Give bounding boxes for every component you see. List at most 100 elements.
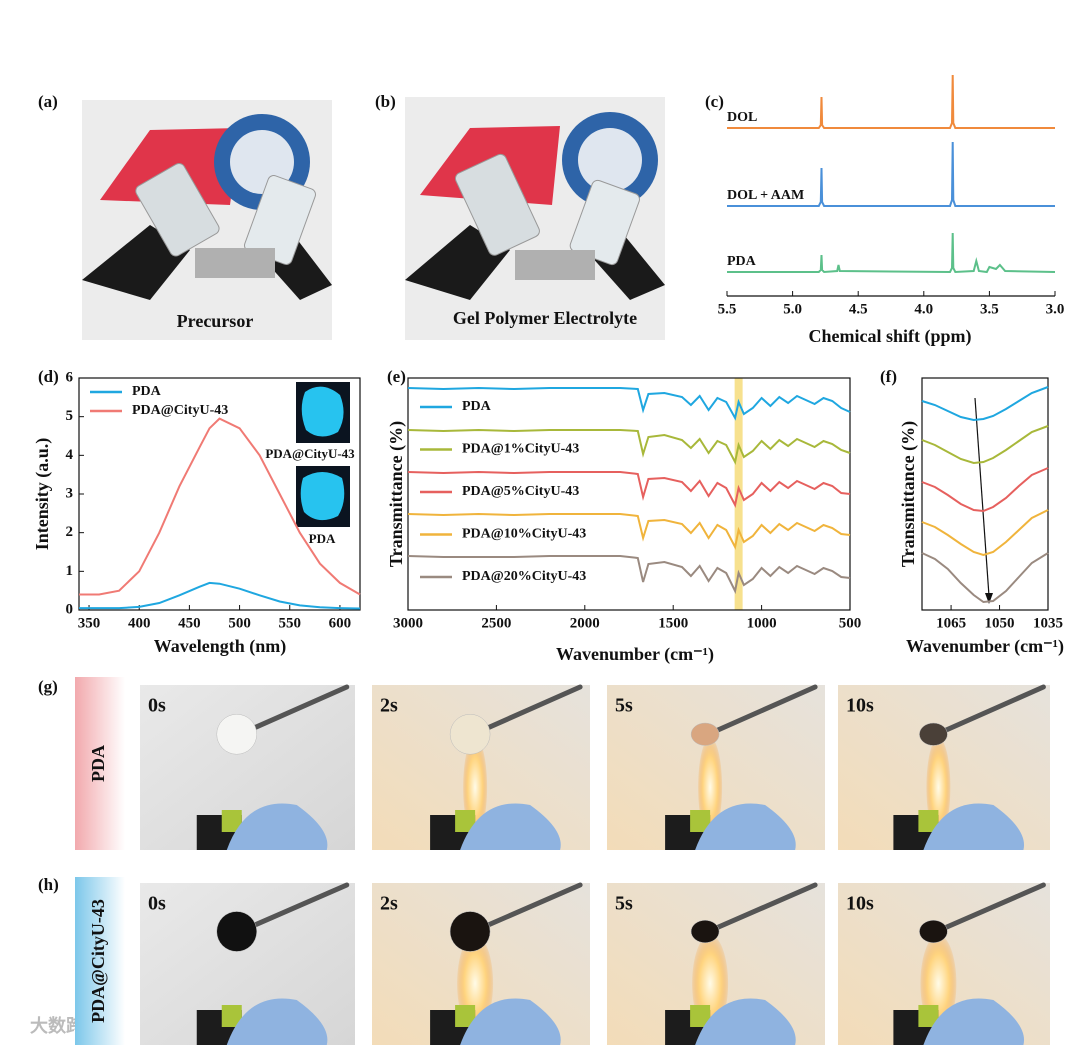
x-tick-label: 500 xyxy=(839,615,862,631)
legend-label: PDA@5%CityU-43 xyxy=(462,484,579,499)
flame-photo: 2s xyxy=(372,684,590,850)
panel-label: (e) xyxy=(387,367,406,386)
y-tick-label: 0 xyxy=(66,601,74,617)
glove xyxy=(695,998,796,1045)
inset-photos xyxy=(296,382,350,527)
glove xyxy=(226,803,328,850)
x-tick-label: 1000 xyxy=(747,615,777,631)
tweezers xyxy=(712,684,818,734)
lighter-top xyxy=(918,810,939,832)
tweezers xyxy=(244,684,350,734)
spectrum-line xyxy=(407,555,851,595)
y-tick-label: 1 xyxy=(66,563,74,579)
flame-photo: 5s xyxy=(607,882,825,1045)
highlight-band xyxy=(734,378,743,610)
y-tick-label: 4 xyxy=(66,447,74,463)
row-label: PDA@CityU-43 xyxy=(88,899,108,1023)
photo-precursor xyxy=(82,100,332,340)
glove xyxy=(923,803,1025,850)
lighter-top xyxy=(690,810,711,832)
y-tick-label: 3 xyxy=(66,485,74,501)
lighter-top xyxy=(221,1005,242,1027)
inset-label: PDA@CityU-43 xyxy=(265,446,355,461)
sample xyxy=(919,722,948,746)
lighter-top xyxy=(221,810,242,832)
spectrum-line xyxy=(921,425,1049,465)
sample xyxy=(449,714,491,755)
x-tick-label: 4.0 xyxy=(914,301,933,317)
y-tick-label: 5 xyxy=(66,408,74,424)
panel-label: (g) xyxy=(38,677,58,696)
spectrum-line xyxy=(407,386,851,421)
time-label: 5s xyxy=(615,695,633,717)
lighter-top xyxy=(690,1005,711,1027)
x-tick-label: 1500 xyxy=(658,615,688,631)
x-tick-label: 5.5 xyxy=(718,301,737,317)
photo-caption: Precursor xyxy=(177,311,254,331)
tweezers xyxy=(940,882,1046,931)
sample xyxy=(690,920,720,943)
spectrum-line xyxy=(79,417,361,596)
spectrum-line xyxy=(79,581,361,610)
legend-label: PDA xyxy=(132,384,162,399)
x-tick-label: 2500 xyxy=(481,615,511,631)
x-tick-label: 500 xyxy=(228,615,251,631)
spectrum-line xyxy=(727,141,1055,207)
tweezers xyxy=(712,882,818,931)
panel-label: (h) xyxy=(38,875,59,894)
x-tick-label: 2000 xyxy=(570,615,600,631)
spectrum-line xyxy=(921,467,1049,513)
panel-label: (f) xyxy=(880,367,897,386)
time-label: 0s xyxy=(148,893,166,915)
legend-label: PDA@1%CityU-43 xyxy=(462,442,579,457)
lighter-top xyxy=(455,1005,476,1027)
sample xyxy=(690,722,720,746)
photo-gel xyxy=(405,97,665,340)
legend-label: PDA@CityU-43 xyxy=(132,403,228,418)
sample xyxy=(216,911,257,952)
time-label: 2s xyxy=(380,695,398,717)
x-tick-label: 1050 xyxy=(985,615,1015,631)
glove xyxy=(923,998,1025,1045)
glove xyxy=(226,998,328,1045)
sample xyxy=(216,714,257,755)
spectrum-line xyxy=(727,74,1055,129)
spectrum-line xyxy=(407,428,851,465)
x-tick-label: 600 xyxy=(329,615,352,631)
x-axis-label: Wavelength (nm) xyxy=(154,636,287,657)
flame-photo: 2s xyxy=(372,882,590,1045)
x-tick-label: 3.5 xyxy=(980,301,999,317)
x-tick-label: 350 xyxy=(78,615,101,631)
x-tick-label: 5.0 xyxy=(783,301,802,317)
time-label: 0s xyxy=(148,695,166,717)
y-tick-label: 2 xyxy=(66,524,74,540)
time-label: 10s xyxy=(846,893,874,915)
lighter-top xyxy=(918,1005,939,1027)
x-tick-label: 400 xyxy=(128,615,151,631)
flame-photo: 0s xyxy=(140,684,355,850)
x-axis-label: Wavenumber (cm⁻¹) xyxy=(906,636,1064,657)
y-axis-label: Transmittance (%) xyxy=(386,421,407,567)
y-axis-label: Transmittance (%) xyxy=(898,421,919,567)
x-tick-label: 450 xyxy=(178,615,201,631)
flame-photo: 10s xyxy=(838,684,1050,850)
panel-label: (d) xyxy=(38,367,59,386)
spectrum-line xyxy=(727,232,1056,274)
trace-label: DOL + AAM xyxy=(727,188,804,203)
row-band xyxy=(75,877,125,1045)
legend-label: PDA@10%CityU-43 xyxy=(462,527,586,542)
flame-photo: 10s xyxy=(838,882,1050,1045)
legend-label: PDA@20%CityU-43 xyxy=(462,569,586,584)
x-tick-label: 1065 xyxy=(936,615,966,631)
spectrum-line xyxy=(407,512,851,550)
panel-label: (c) xyxy=(705,92,724,111)
time-label: 2s xyxy=(380,893,398,915)
glove xyxy=(460,803,561,850)
plot-frame xyxy=(921,377,1049,611)
time-label: 5s xyxy=(615,893,633,915)
spectrum-line xyxy=(407,470,851,508)
row-label: PDA xyxy=(88,745,108,782)
spectrum-line xyxy=(921,509,1049,557)
x-axis-label: Wavenumber (cm⁻¹) xyxy=(556,644,714,665)
